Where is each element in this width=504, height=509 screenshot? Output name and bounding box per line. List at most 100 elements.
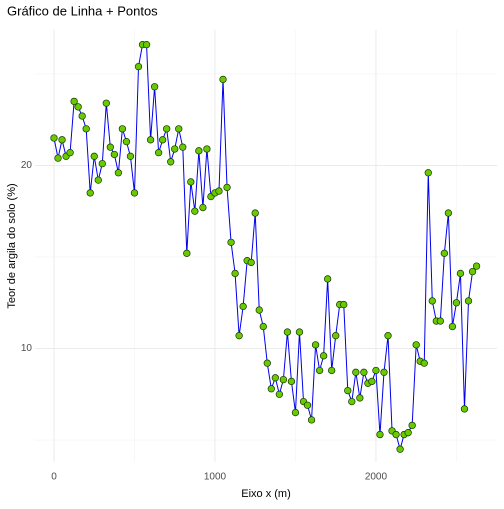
point (203, 145, 211, 153)
x-tick-label: 1000 (204, 472, 227, 483)
point (392, 430, 400, 439)
point (472, 262, 481, 270)
point (267, 385, 275, 393)
point (396, 445, 404, 453)
point (231, 269, 239, 278)
point (380, 368, 388, 376)
point (187, 178, 195, 186)
point (199, 203, 207, 212)
point (468, 267, 477, 276)
point (171, 145, 179, 153)
point (102, 99, 110, 107)
point (279, 375, 288, 384)
point (154, 148, 163, 157)
point (319, 352, 328, 360)
point (167, 158, 175, 166)
point (215, 187, 223, 195)
point (122, 138, 131, 146)
point (179, 143, 187, 151)
point (82, 125, 90, 133)
point (291, 408, 300, 417)
point (74, 103, 82, 111)
point (235, 332, 243, 340)
x-tick-label: 2000 (365, 472, 388, 483)
point (311, 341, 320, 349)
point (130, 189, 139, 197)
point (70, 97, 78, 106)
point (348, 397, 356, 406)
line (53, 44, 477, 452)
point (54, 154, 62, 162)
point (78, 112, 86, 120)
point (255, 306, 263, 314)
point (219, 75, 227, 84)
point (191, 207, 199, 215)
point (271, 374, 279, 382)
point (352, 368, 360, 376)
point (384, 332, 392, 340)
point (340, 300, 348, 309)
point (324, 275, 332, 283)
point (159, 136, 167, 144)
point (307, 416, 316, 424)
point (344, 386, 352, 395)
point (428, 297, 436, 305)
point (227, 238, 235, 246)
point (283, 328, 292, 336)
point (126, 152, 135, 160)
point (328, 366, 336, 375)
point (408, 421, 416, 430)
point (142, 40, 151, 49)
y-tick-label: 10 (21, 343, 33, 354)
point (114, 169, 123, 177)
point (118, 125, 127, 133)
x-axis-label: Eixo x (m) (241, 488, 291, 500)
point (356, 394, 364, 402)
point (146, 136, 155, 144)
y-tick-label: 20 (21, 160, 33, 171)
point (90, 152, 98, 160)
point (251, 209, 259, 217)
point (247, 258, 255, 267)
point (420, 359, 428, 367)
point (444, 209, 453, 217)
point (376, 430, 384, 439)
point (332, 332, 340, 340)
point (263, 359, 271, 367)
point (98, 159, 106, 168)
point (275, 390, 284, 398)
point (66, 148, 74, 157)
point (94, 176, 102, 184)
point (110, 150, 119, 159)
point (452, 299, 461, 307)
point (259, 322, 267, 331)
point (460, 405, 469, 413)
point (175, 125, 183, 133)
point (436, 317, 444, 325)
point (239, 302, 247, 311)
point (440, 249, 449, 257)
point (183, 249, 191, 257)
point (448, 322, 457, 331)
x-tick-label: 0 (51, 472, 57, 483)
point (372, 366, 380, 375)
point (86, 189, 94, 197)
point (287, 377, 296, 386)
point (106, 143, 114, 151)
point (150, 83, 159, 91)
point (58, 136, 66, 144)
point (195, 147, 203, 155)
point (368, 377, 376, 386)
point (134, 62, 143, 71)
point (464, 297, 473, 305)
point (303, 401, 312, 409)
point (295, 328, 304, 336)
point (315, 366, 324, 375)
point (456, 269, 465, 278)
point (50, 134, 58, 142)
y-axis-label: Teor de argila do solo (%) (6, 183, 18, 308)
point (412, 341, 420, 349)
point (163, 125, 171, 133)
